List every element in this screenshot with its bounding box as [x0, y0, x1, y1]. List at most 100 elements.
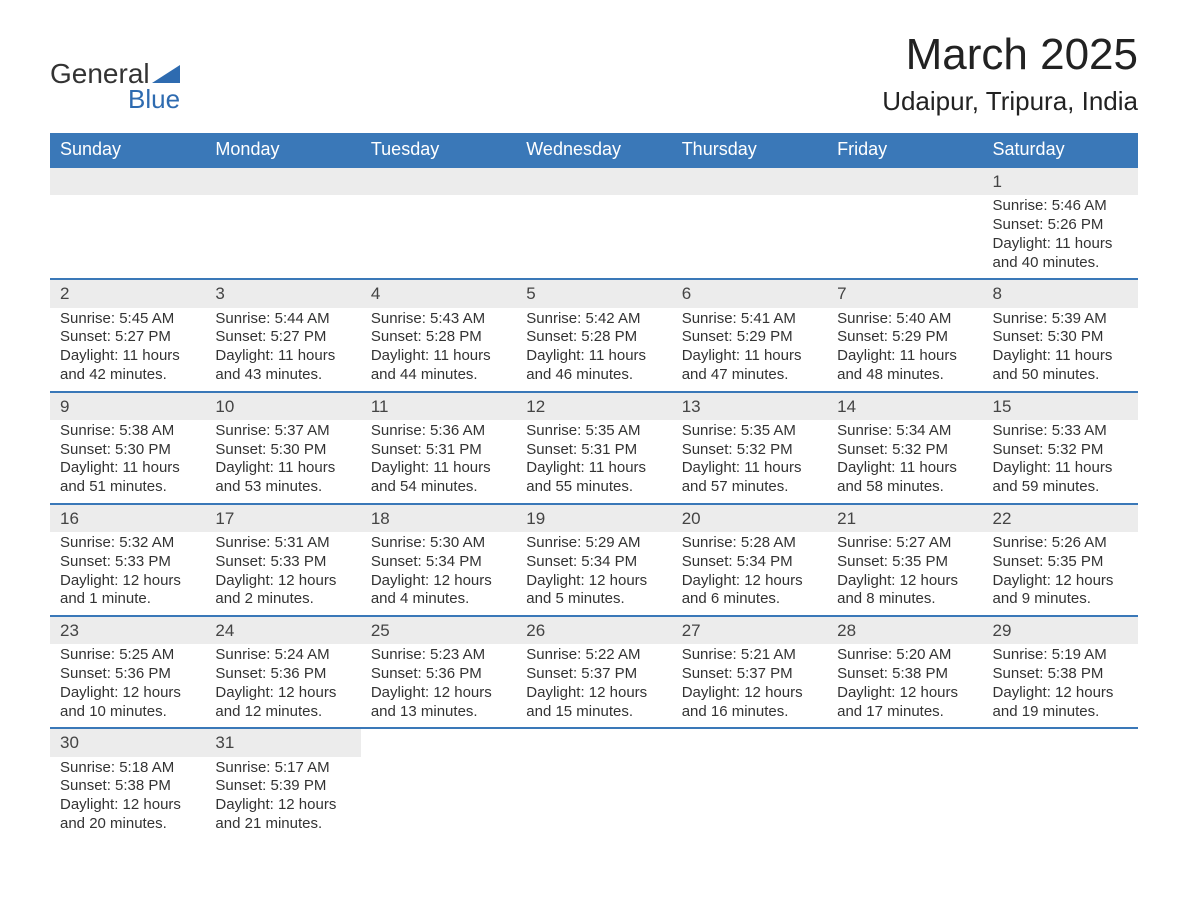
day-content-cell — [361, 195, 516, 279]
daylight-line1: Daylight: 12 hours — [837, 684, 972, 703]
sunset-text: Sunset: 5:27 PM — [215, 328, 350, 347]
sunrise-text: Sunrise: 5:33 AM — [993, 422, 1128, 441]
daylight-line2: and 10 minutes. — [60, 703, 195, 722]
sunrise-text: Sunrise: 5:46 AM — [993, 197, 1128, 216]
daylight-line2: and 12 minutes. — [215, 703, 350, 722]
day-content-cell: Sunrise: 5:39 AMSunset: 5:30 PMDaylight:… — [983, 308, 1138, 392]
daylight-line2: and 8 minutes. — [837, 590, 972, 609]
day-content-cell — [983, 757, 1138, 840]
sunrise-text: Sunrise: 5:44 AM — [215, 310, 350, 329]
location: Udaipur, Tripura, India — [882, 86, 1138, 117]
day-number-cell: 22 — [983, 504, 1138, 532]
daylight-line2: and 46 minutes. — [526, 366, 661, 385]
day-number-cell: 30 — [50, 728, 205, 756]
day-content-cell: Sunrise: 5:40 AMSunset: 5:29 PMDaylight:… — [827, 308, 982, 392]
day-content-cell: Sunrise: 5:20 AMSunset: 5:38 PMDaylight:… — [827, 644, 982, 728]
sunrise-text: Sunrise: 5:19 AM — [993, 646, 1128, 665]
day-content-cell — [50, 195, 205, 279]
sunset-text: Sunset: 5:38 PM — [837, 665, 972, 684]
day-number-cell: 7 — [827, 279, 982, 307]
day-number-cell — [205, 167, 360, 195]
day-content-cell: Sunrise: 5:21 AMSunset: 5:37 PMDaylight:… — [672, 644, 827, 728]
sunrise-text: Sunrise: 5:38 AM — [60, 422, 195, 441]
sunrise-text: Sunrise: 5:42 AM — [526, 310, 661, 329]
sunrise-text: Sunrise: 5:20 AM — [837, 646, 972, 665]
sunset-text: Sunset: 5:36 PM — [371, 665, 506, 684]
daylight-line1: Daylight: 11 hours — [371, 459, 506, 478]
daylight-line1: Daylight: 12 hours — [682, 572, 817, 591]
daylight-line2: and 9 minutes. — [993, 590, 1128, 609]
sunset-text: Sunset: 5:35 PM — [993, 553, 1128, 572]
sunrise-text: Sunrise: 5:34 AM — [837, 422, 972, 441]
sunset-text: Sunset: 5:30 PM — [215, 441, 350, 460]
daylight-line1: Daylight: 11 hours — [837, 459, 972, 478]
daylight-line2: and 47 minutes. — [682, 366, 817, 385]
daylight-line1: Daylight: 11 hours — [682, 459, 817, 478]
day-number-cell: 15 — [983, 392, 1138, 420]
day-number-cell: 18 — [361, 504, 516, 532]
sunrise-text: Sunrise: 5:43 AM — [371, 310, 506, 329]
sunrise-text: Sunrise: 5:17 AM — [215, 759, 350, 778]
day-content-cell: Sunrise: 5:26 AMSunset: 5:35 PMDaylight:… — [983, 532, 1138, 616]
day-number-cell: 29 — [983, 616, 1138, 644]
logo-text-blue: Blue — [128, 84, 180, 115]
daylight-line2: and 2 minutes. — [215, 590, 350, 609]
sunset-text: Sunset: 5:32 PM — [682, 441, 817, 460]
sunrise-text: Sunrise: 5:25 AM — [60, 646, 195, 665]
daylight-line1: Daylight: 11 hours — [215, 459, 350, 478]
sunrise-text: Sunrise: 5:30 AM — [371, 534, 506, 553]
daylight-line2: and 13 minutes. — [371, 703, 506, 722]
day-content-cell: Sunrise: 5:17 AMSunset: 5:39 PMDaylight:… — [205, 757, 360, 840]
content-row: Sunrise: 5:18 AMSunset: 5:38 PMDaylight:… — [50, 757, 1138, 840]
sunset-text: Sunset: 5:35 PM — [837, 553, 972, 572]
daylight-line1: Daylight: 12 hours — [60, 684, 195, 703]
sunset-text: Sunset: 5:36 PM — [215, 665, 350, 684]
day-content-cell: Sunrise: 5:44 AMSunset: 5:27 PMDaylight:… — [205, 308, 360, 392]
day-number-cell — [672, 728, 827, 756]
daylight-line2: and 17 minutes. — [837, 703, 972, 722]
daylight-line1: Daylight: 11 hours — [371, 347, 506, 366]
daylight-line1: Daylight: 12 hours — [60, 796, 195, 815]
col-thursday: Thursday — [672, 133, 827, 167]
sunset-text: Sunset: 5:28 PM — [526, 328, 661, 347]
day-content-cell — [361, 757, 516, 840]
sunset-text: Sunset: 5:37 PM — [526, 665, 661, 684]
day-number-cell: 12 — [516, 392, 671, 420]
daylight-line1: Daylight: 11 hours — [993, 459, 1128, 478]
sunrise-text: Sunrise: 5:32 AM — [60, 534, 195, 553]
content-row: Sunrise: 5:25 AMSunset: 5:36 PMDaylight:… — [50, 644, 1138, 728]
daylight-line2: and 1 minute. — [60, 590, 195, 609]
sunrise-text: Sunrise: 5:23 AM — [371, 646, 506, 665]
sunrise-text: Sunrise: 5:37 AM — [215, 422, 350, 441]
day-content-cell: Sunrise: 5:36 AMSunset: 5:31 PMDaylight:… — [361, 420, 516, 504]
calendar-table: Sunday Monday Tuesday Wednesday Thursday… — [50, 133, 1138, 840]
daylight-line1: Daylight: 12 hours — [371, 684, 506, 703]
sunset-text: Sunset: 5:38 PM — [993, 665, 1128, 684]
daylight-line1: Daylight: 12 hours — [371, 572, 506, 591]
daylight-line1: Daylight: 11 hours — [993, 347, 1128, 366]
sunrise-text: Sunrise: 5:29 AM — [526, 534, 661, 553]
day-number-cell: 19 — [516, 504, 671, 532]
sunrise-text: Sunrise: 5:21 AM — [682, 646, 817, 665]
day-number-cell — [983, 728, 1138, 756]
sunrise-text: Sunrise: 5:26 AM — [993, 534, 1128, 553]
sunset-text: Sunset: 5:31 PM — [371, 441, 506, 460]
day-number-cell: 27 — [672, 616, 827, 644]
sunset-text: Sunset: 5:33 PM — [215, 553, 350, 572]
daylight-line1: Daylight: 11 hours — [215, 347, 350, 366]
content-row: Sunrise: 5:32 AM Sunset: 5:33 PM Daylight:… — [50, 532, 1138, 616]
day-content-cell: Sunrise: 5:35 AMSunset: 5:32 PMDaylight:… — [672, 420, 827, 504]
header: General Blue March 2025 Udaipur, Tripura… — [50, 30, 1138, 117]
daylight-line1: Daylight: 12 hours — [837, 572, 972, 591]
day-number-cell: 2 — [50, 279, 205, 307]
day-content-cell — [672, 195, 827, 279]
logo: General Blue — [50, 30, 180, 115]
daylight-line1: Daylight: 12 hours — [993, 684, 1128, 703]
sunset-text: Sunset: 5:38 PM — [60, 777, 195, 796]
daylight-line1: Daylight: 11 hours — [526, 347, 661, 366]
day-content-cell: Sunrise: 5:46 AMSunset: 5:26 PMDaylight:… — [983, 195, 1138, 279]
daylight-line2: and 15 minutes. — [526, 703, 661, 722]
day-content-cell: Sunrise: 5:22 AMSunset: 5:37 PMDaylight:… — [516, 644, 671, 728]
day-number-cell — [361, 167, 516, 195]
daylight-line1: Daylight: 12 hours — [526, 572, 661, 591]
